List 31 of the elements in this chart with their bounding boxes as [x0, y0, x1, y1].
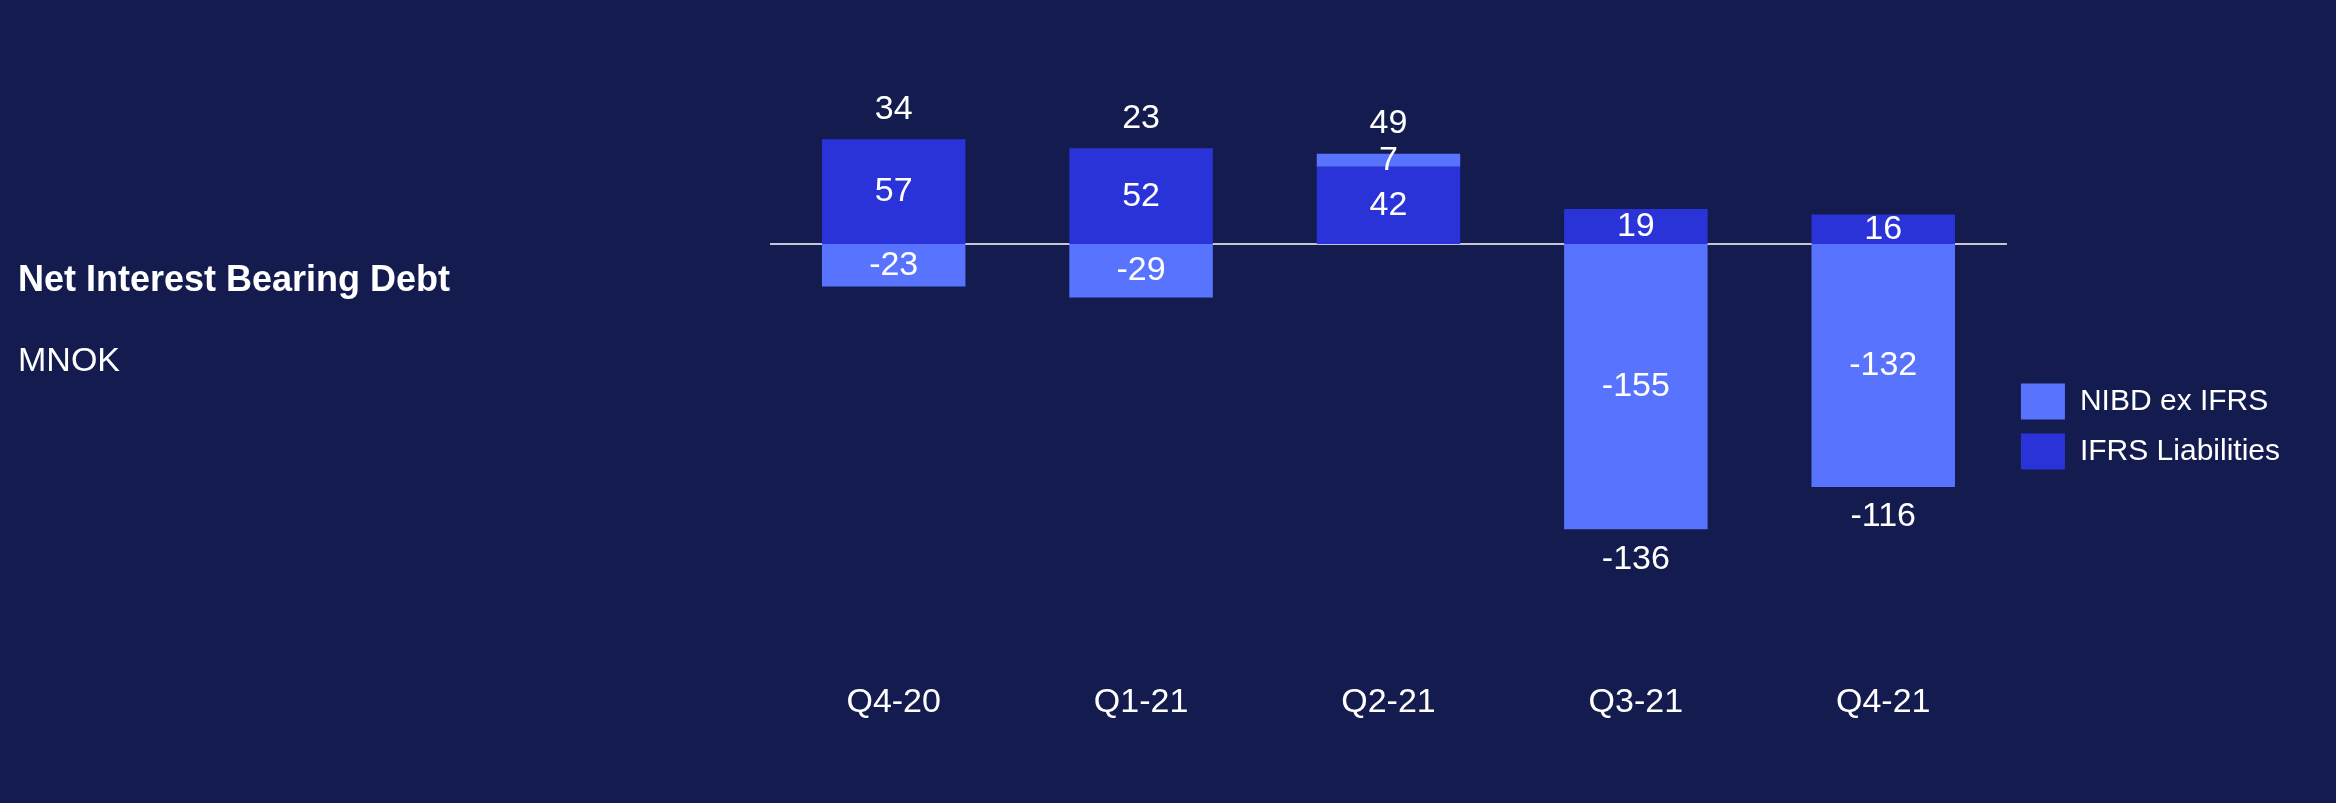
bar: [821, 139, 966, 245]
total-label: 34: [874, 87, 913, 126]
data-label: -132: [1849, 343, 1918, 382]
x-tick-label: Q3-21: [1588, 680, 1684, 719]
text: MNOK: [18, 340, 120, 379]
x-tick-label: Q4-20: [846, 680, 941, 719]
legend-label: NIBD ex IFRS: [2079, 382, 2269, 416]
text: Net Interest Bearing Debt: [18, 258, 451, 300]
data-label: 52: [1122, 174, 1160, 213]
data-label: 42: [1369, 183, 1408, 222]
data-label: -155: [1601, 365, 1670, 404]
bar: [1069, 148, 1213, 245]
bar: [1811, 244, 1955, 488]
legend-label: IFRS Liabilities: [2079, 432, 2281, 466]
bar: [1564, 209, 1708, 245]
x-tick-label: Q1-21: [1093, 680, 1189, 719]
total-label: -116: [1850, 495, 1916, 534]
total-label: 23: [1122, 96, 1160, 135]
data-label: -23: [869, 243, 919, 282]
x-tick-label: Q2-21: [1341, 680, 1436, 719]
x-tick-label: Q4-21: [1835, 680, 1931, 719]
total-label: 49: [1369, 102, 1408, 141]
total-label: -136: [1601, 537, 1670, 576]
data-label: 19: [1616, 204, 1655, 243]
bar: [821, 244, 966, 287]
bar: [1811, 214, 1955, 245]
bar: [1069, 244, 1213, 298]
data-label: 57: [874, 169, 913, 208]
bar: [1564, 244, 1708, 530]
data-label: -29: [1116, 249, 1166, 288]
data-label: 16: [1864, 207, 1903, 246]
